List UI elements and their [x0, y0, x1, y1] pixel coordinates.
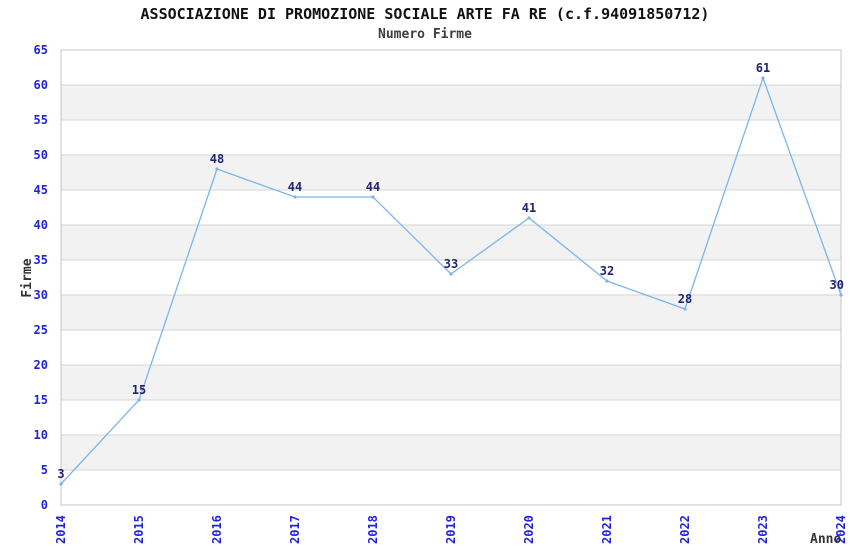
y-tick-label: 20 [34, 358, 48, 372]
data-point-label: 33 [444, 257, 458, 271]
plot-band [61, 85, 841, 120]
x-tick-label: 2024 [834, 515, 848, 544]
y-tick-label: 10 [34, 428, 48, 442]
x-tick-label: 2018 [366, 515, 380, 544]
x-axis-label: Anno [810, 532, 841, 547]
data-point-label: 44 [288, 180, 302, 194]
y-tick-label: 0 [41, 498, 48, 512]
y-tick-label: 15 [34, 393, 48, 407]
y-tick-label: 5 [41, 463, 48, 477]
data-point-marker [839, 293, 843, 297]
series-line [60, 76, 842, 485]
data-point-label: 41 [522, 201, 536, 215]
data-point-label: 61 [756, 61, 770, 75]
chart-title: ASSOCIAZIONE DI PROMOZIONE SOCIALE ARTE … [140, 5, 710, 23]
plot-band [61, 155, 841, 190]
data-point-marker [293, 195, 297, 199]
x-tick-label: 2020 [522, 515, 536, 544]
x-tick-label: 2022 [678, 515, 692, 544]
data-point-marker [605, 279, 609, 283]
data-point-label: 48 [210, 152, 224, 166]
y-axis-label: Firme [20, 258, 35, 297]
plot-band [61, 295, 841, 330]
plot-band [61, 365, 841, 400]
y-tick-label: 65 [34, 43, 48, 57]
data-point-label: 30 [829, 278, 843, 292]
y-tick-label: 30 [34, 288, 48, 302]
data-point-marker [137, 398, 141, 402]
data-point-marker [371, 195, 375, 199]
data-point-marker [683, 307, 687, 311]
y-tick-label: 45 [34, 183, 48, 197]
plot-band [61, 435, 841, 470]
data-point-marker [59, 482, 63, 486]
plot-band [61, 225, 841, 260]
x-tick-label: 2015 [132, 515, 146, 544]
data-point-label: 44 [366, 180, 380, 194]
data-point-label: 28 [678, 292, 692, 306]
data-point-marker [527, 216, 531, 220]
x-tick-label: 2023 [756, 515, 770, 544]
x-tick-label: 2021 [600, 515, 614, 544]
plot-border [60, 49, 842, 506]
x-tick-label: 2019 [444, 515, 458, 544]
x-tick-label: 2014 [54, 515, 68, 544]
data-point-marker [449, 272, 453, 276]
y-tick-label: 40 [34, 218, 48, 232]
chart-subtitle: Numero Firme [378, 27, 472, 42]
data-point-marker [761, 76, 765, 80]
data-point-label: 32 [600, 264, 614, 278]
y-tick-label: 25 [34, 323, 48, 337]
x-tick-label: 2016 [210, 515, 224, 544]
y-tick-label: 50 [34, 148, 48, 162]
y-tick-label: 55 [34, 113, 48, 127]
data-point-label: 3 [57, 467, 64, 481]
data-point-label: 15 [132, 383, 146, 397]
data-point-marker [215, 167, 219, 171]
x-tick-label: 2017 [288, 515, 302, 544]
y-tick-label: 60 [34, 78, 48, 92]
y-tick-label: 35 [34, 253, 48, 267]
